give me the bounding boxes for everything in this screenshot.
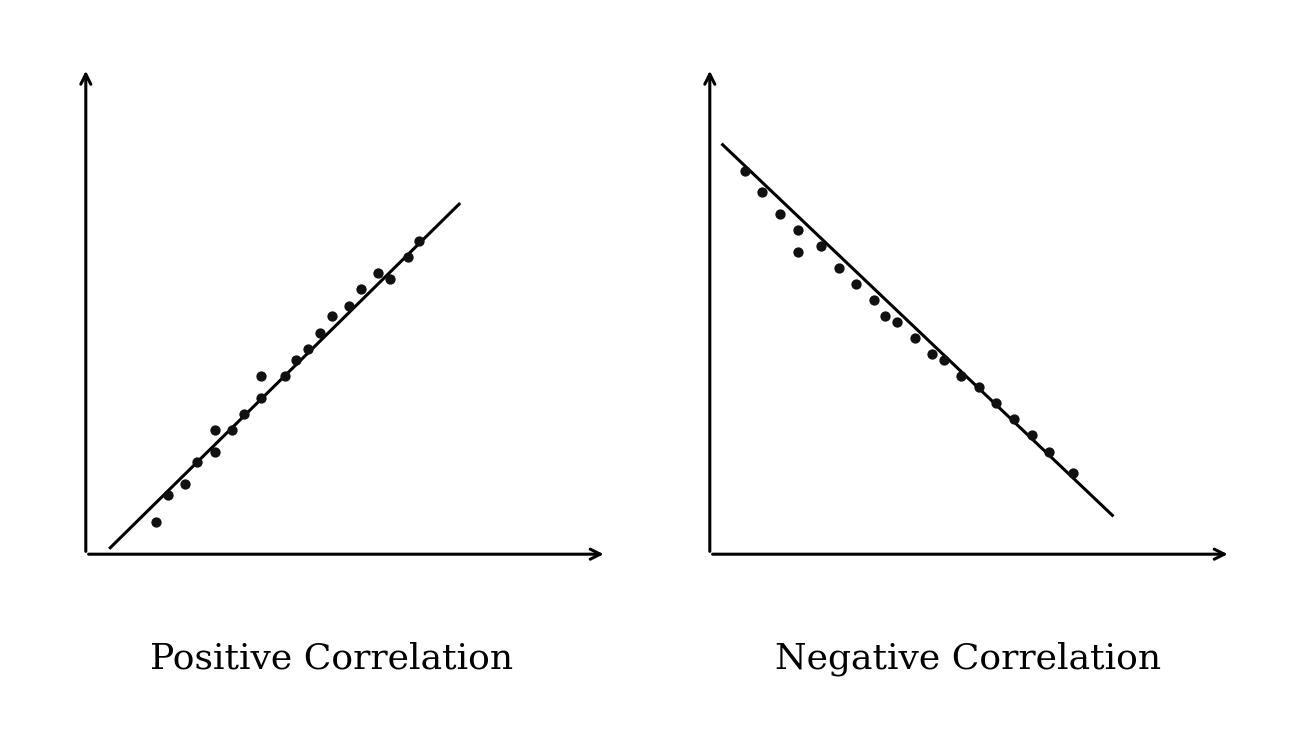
Point xyxy=(251,391,272,403)
Point xyxy=(786,224,807,236)
Point xyxy=(875,311,896,323)
Point xyxy=(905,332,926,344)
Point xyxy=(234,408,255,420)
Point xyxy=(922,349,942,360)
Point xyxy=(734,165,755,177)
Point xyxy=(863,295,884,306)
Point xyxy=(368,267,389,279)
Point xyxy=(952,370,972,382)
Point xyxy=(286,354,307,366)
Point xyxy=(811,240,832,252)
Point xyxy=(351,283,372,295)
Point xyxy=(157,489,178,501)
Text: Negative Correlation: Negative Correlation xyxy=(775,642,1162,676)
Point xyxy=(1062,467,1083,479)
Point xyxy=(298,343,318,355)
Point xyxy=(933,354,954,366)
Point xyxy=(380,273,400,285)
Point xyxy=(204,445,225,457)
Point xyxy=(1039,445,1060,457)
Point xyxy=(987,397,1008,408)
Point xyxy=(408,235,429,247)
Point xyxy=(968,381,989,393)
Point xyxy=(845,278,866,290)
Point xyxy=(146,516,166,528)
Point xyxy=(887,316,907,328)
Text: Positive Correlation: Positive Correlation xyxy=(150,642,514,676)
Point xyxy=(786,246,807,258)
Point xyxy=(174,478,195,490)
Point xyxy=(828,262,849,274)
Point xyxy=(1022,429,1043,441)
Point xyxy=(274,370,295,382)
Point xyxy=(751,186,772,198)
Point xyxy=(251,370,272,382)
Point xyxy=(321,311,342,323)
Point xyxy=(309,327,330,339)
Point xyxy=(204,424,225,436)
Point xyxy=(221,424,243,436)
Point xyxy=(770,208,790,220)
Point xyxy=(398,251,419,263)
Point xyxy=(1004,413,1024,425)
Point xyxy=(187,457,208,468)
Point xyxy=(338,300,359,312)
